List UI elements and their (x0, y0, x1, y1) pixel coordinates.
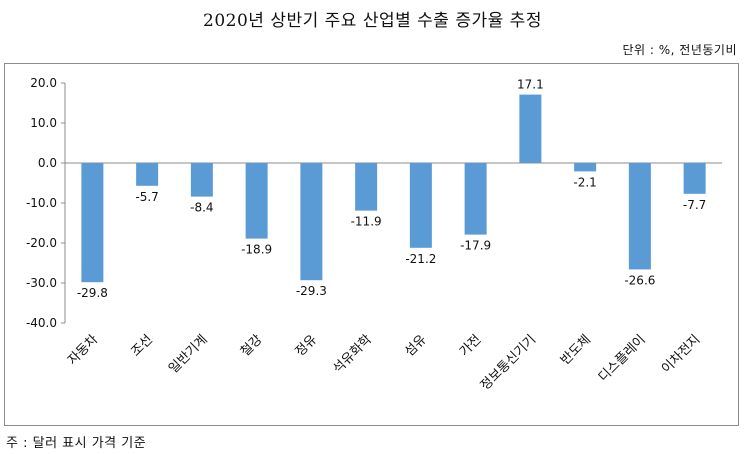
category-label: 정유 (293, 332, 321, 360)
data-label: -18.9 (241, 243, 272, 257)
y-tick-label: -40.0 (26, 316, 57, 330)
footnote: 주 : 달러 표시 가격 기준 (6, 436, 147, 451)
bar (81, 163, 104, 283)
data-label: -2.1 (573, 175, 596, 189)
bar (683, 163, 706, 194)
category-label: 철강 (238, 332, 266, 360)
category-label: 이차전지 (659, 332, 703, 376)
bar (245, 163, 268, 239)
y-tick-label: 10.0 (30, 116, 57, 130)
data-label: -11.9 (351, 215, 382, 229)
category-label: 섬유 (402, 332, 430, 360)
data-label: 17.1 (517, 78, 544, 92)
bar (136, 163, 159, 186)
unit-note: 단위 : %, 전년동기비 (622, 43, 737, 57)
y-tick-label: -10.0 (26, 196, 57, 210)
category-label: 반도체 (558, 332, 594, 368)
bar (300, 163, 323, 281)
bars (81, 94, 706, 283)
category-label: 일반기계 (166, 332, 210, 376)
y-ticks: 20.0 10.0 0.0 -10.0 -20.0 -30.0 -40.0 (26, 76, 65, 330)
data-label: -21.2 (405, 252, 436, 266)
data-label: -17.9 (460, 239, 491, 253)
bar (355, 163, 378, 211)
data-label: -29.3 (296, 284, 327, 298)
y-tick-label: -20.0 (26, 236, 57, 250)
chart-frame (4, 63, 739, 426)
data-label: -29.8 (77, 286, 108, 300)
bar (628, 163, 651, 270)
bar (574, 163, 597, 172)
chart-title: 2020년 상반기 주요 산업별 수출 증가율 추정 (203, 11, 542, 31)
y-tick-label: 0.0 (38, 156, 57, 170)
bar (464, 163, 487, 235)
data-label: -26.6 (624, 273, 655, 287)
category-label: 가전 (457, 332, 485, 360)
bar (519, 94, 542, 163)
data-labels: -29.8 -5.7 -8.4 -18.9 -29.3 -11.9 -21.2 -17.9 17… (77, 78, 706, 301)
category-label: 정보통신기기 (478, 332, 539, 393)
data-label: -7.7 (683, 198, 706, 212)
category-label: 자동차 (65, 332, 101, 368)
category-label: 조선 (128, 332, 156, 360)
category-label: 석유화학 (331, 332, 375, 376)
y-tick-label: 20.0 (30, 76, 57, 90)
bar (190, 163, 213, 197)
y-tick-label: -30.0 (26, 276, 57, 290)
data-label: -5.7 (135, 190, 158, 204)
category-label: 디스플레이 (596, 332, 649, 385)
data-label: -8.4 (190, 201, 213, 215)
bar (409, 163, 432, 248)
